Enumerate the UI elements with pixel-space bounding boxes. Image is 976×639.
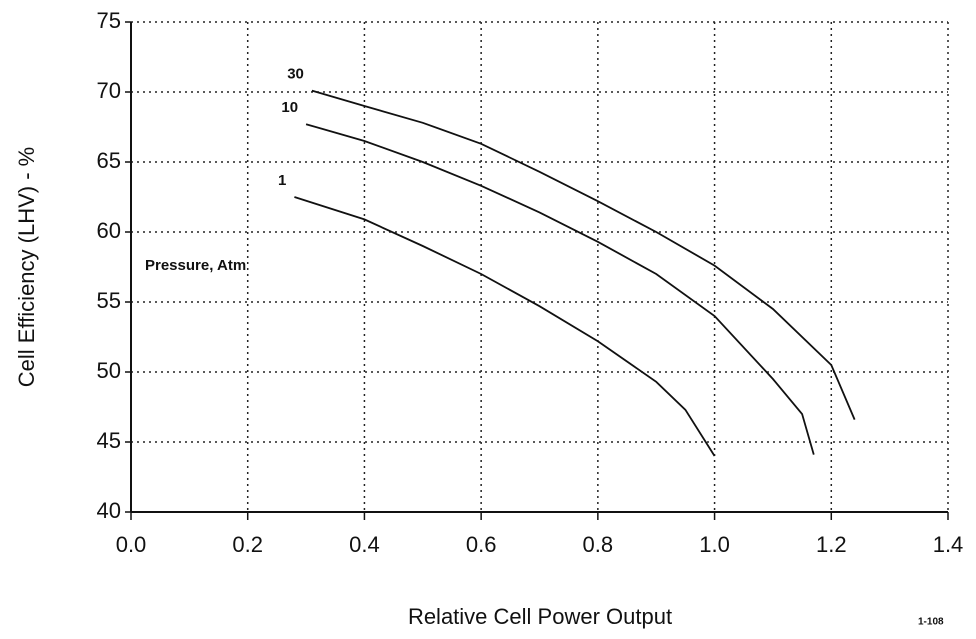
x-tick-label: 0.8 (583, 532, 614, 557)
x-tick-label: 0.4 (349, 532, 380, 557)
y-tick-label: 45 (97, 428, 121, 453)
y-tick-label: 50 (97, 358, 121, 383)
x-tick-label: 1.0 (699, 532, 730, 557)
series-line (294, 196, 716, 457)
y-tick-label: 55 (97, 288, 121, 313)
x-tick-label: 1.2 (816, 532, 847, 557)
y-tick-label: 75 (97, 8, 121, 33)
y-axis-title: Cell Efficiency (LHV) - % (14, 147, 39, 387)
series-line (305, 123, 815, 455)
y-tick-label: 60 (97, 218, 121, 243)
annotation: 1-108 (918, 617, 944, 628)
y-tick-label: 40 (97, 498, 121, 523)
y-tick-label: 65 (97, 148, 121, 173)
x-axis-title: Relative Cell Power Output (408, 604, 672, 629)
x-tick-label: 0.0 (116, 532, 147, 557)
x-tick-label: 0.2 (232, 532, 263, 557)
series-label: 1 (278, 172, 286, 189)
series-label: 10 (281, 99, 298, 116)
x-tick-label: 1.4 (933, 532, 964, 557)
annotation: Pressure, Atm (145, 257, 246, 274)
series-label: 30 (287, 66, 304, 83)
series-line (311, 89, 856, 420)
y-tick-label: 70 (97, 78, 121, 103)
x-tick-label: 0.6 (466, 532, 497, 557)
